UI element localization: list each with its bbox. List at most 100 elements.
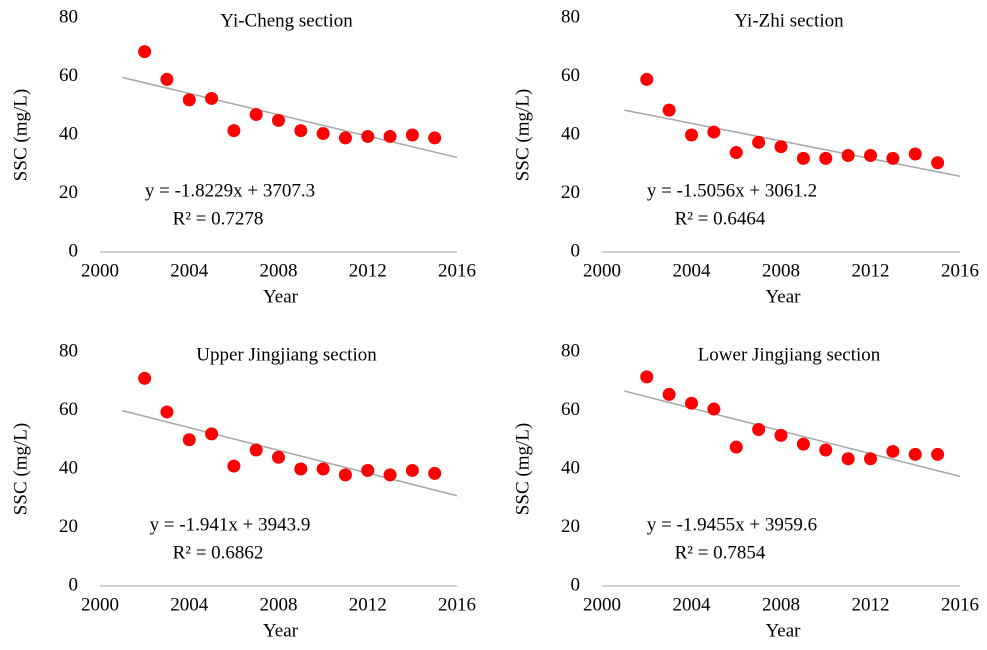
chart-panel: 0 20 40 60 80 2000 2004 2008 2012 2016 Lower Jingj… bbox=[512, 340, 979, 641]
x-axis-label: Year bbox=[765, 286, 801, 307]
data-point bbox=[931, 447, 945, 461]
data-point bbox=[138, 371, 152, 385]
data-point bbox=[729, 440, 743, 454]
data-point bbox=[819, 443, 833, 457]
y-tick-label: 0 bbox=[571, 240, 581, 261]
trend-equation: y = -1.5056x + 3061.2 bbox=[647, 180, 817, 201]
data-point bbox=[294, 462, 308, 476]
y-tick-label: 80 bbox=[59, 6, 78, 27]
y-tick-label: 0 bbox=[69, 240, 79, 261]
y-tick-label: 20 bbox=[59, 182, 78, 203]
chart-title: Upper Jingjiang section bbox=[196, 344, 377, 365]
trendline bbox=[624, 109, 961, 177]
data-point bbox=[707, 402, 721, 416]
data-point bbox=[662, 103, 676, 117]
data-point bbox=[685, 128, 698, 142]
x-tick-label: 2012 bbox=[852, 260, 890, 281]
data-point bbox=[841, 452, 855, 466]
y-tick-label: 20 bbox=[561, 182, 580, 203]
trend-equation: y = -1.9455x + 3959.6 bbox=[647, 514, 817, 535]
data-point bbox=[405, 128, 419, 142]
data-point bbox=[908, 147, 922, 161]
data-point bbox=[774, 428, 788, 442]
data-point bbox=[294, 124, 308, 138]
x-tick-label: 2008 bbox=[260, 260, 298, 281]
data-point bbox=[249, 443, 263, 457]
data-point bbox=[338, 468, 352, 482]
y-tick-label: 60 bbox=[561, 65, 580, 86]
y-tick-label: 40 bbox=[561, 457, 580, 478]
data-point bbox=[774, 140, 788, 154]
y-tick-label: 0 bbox=[69, 574, 79, 595]
data-point bbox=[361, 463, 375, 477]
y-tick-label: 40 bbox=[59, 123, 78, 144]
data-point bbox=[405, 463, 419, 477]
data-point bbox=[796, 151, 810, 165]
data-point bbox=[160, 405, 174, 419]
x-tick-label: 2004 bbox=[673, 594, 712, 615]
x-tick-label: 2012 bbox=[349, 260, 387, 281]
data-point bbox=[361, 129, 375, 143]
y-tick-label: 40 bbox=[561, 123, 580, 144]
x-tick-label: 2012 bbox=[852, 594, 890, 615]
data-point bbox=[383, 129, 397, 143]
r-squared: R² = 0.6862 bbox=[173, 542, 264, 563]
x-tick-label: 2000 bbox=[583, 260, 621, 281]
y-axis-label: SSC (mg/L) bbox=[10, 89, 31, 181]
data-point bbox=[227, 124, 241, 138]
data-point bbox=[729, 146, 743, 160]
x-axis-label: Year bbox=[765, 620, 801, 641]
y-tick-label: 60 bbox=[59, 399, 78, 420]
data-point bbox=[182, 433, 196, 447]
data-point bbox=[160, 72, 174, 86]
data-point bbox=[886, 444, 900, 458]
y-tick-label: 20 bbox=[561, 516, 580, 537]
y-tick-label: 80 bbox=[59, 340, 78, 361]
data-point bbox=[841, 148, 855, 162]
data-point bbox=[707, 125, 721, 139]
trendline bbox=[624, 390, 961, 478]
r-squared: R² = 0.7278 bbox=[173, 208, 264, 229]
y-tick-label: 80 bbox=[561, 340, 580, 361]
x-tick-label: 2016 bbox=[438, 594, 476, 615]
data-point bbox=[138, 45, 152, 59]
data-point bbox=[662, 387, 676, 401]
data-point bbox=[316, 127, 330, 141]
data-point bbox=[640, 370, 654, 384]
x-tick-label: 2016 bbox=[941, 594, 979, 615]
data-point bbox=[640, 72, 654, 86]
data-point bbox=[249, 108, 263, 122]
data-point bbox=[796, 437, 810, 451]
data-point bbox=[205, 91, 219, 105]
x-axis-label: Year bbox=[263, 286, 299, 307]
data-point bbox=[864, 452, 877, 466]
data-point bbox=[428, 131, 442, 145]
chart-title: Yi-Cheng section bbox=[220, 10, 353, 31]
data-point bbox=[205, 427, 219, 441]
chart-title: Lower Jingjiang section bbox=[698, 344, 881, 365]
data-point bbox=[819, 151, 833, 165]
data-point bbox=[752, 423, 766, 437]
data-point bbox=[864, 148, 877, 162]
data-point bbox=[685, 396, 698, 410]
x-tick-label: 2008 bbox=[762, 260, 800, 281]
trendline bbox=[122, 409, 458, 497]
x-tick-label: 2008 bbox=[260, 594, 298, 615]
y-tick-label: 0 bbox=[571, 574, 581, 595]
x-tick-label: 2012 bbox=[349, 594, 387, 615]
x-axis-label: Year bbox=[263, 620, 299, 641]
data-point bbox=[316, 462, 330, 476]
trendline bbox=[122, 76, 458, 159]
x-tick-label: 2004 bbox=[170, 594, 209, 615]
data-point bbox=[272, 450, 285, 464]
data-point bbox=[752, 135, 766, 149]
y-tick-label: 60 bbox=[59, 65, 78, 86]
y-tick-label: 40 bbox=[59, 457, 78, 478]
data-point bbox=[227, 459, 241, 473]
y-tick-label: 60 bbox=[561, 399, 580, 420]
chart-title: Yi-Zhi section bbox=[734, 10, 844, 31]
chart-panel: 0 20 40 60 80 2000 2004 2008 2012 2016 Upper Jingj… bbox=[10, 340, 476, 641]
y-tick-label: 20 bbox=[59, 516, 78, 537]
chart-panel: 0 20 40 60 80 2000 2004 2008 2012 2016 Yi-Zhi sect… bbox=[512, 6, 979, 307]
